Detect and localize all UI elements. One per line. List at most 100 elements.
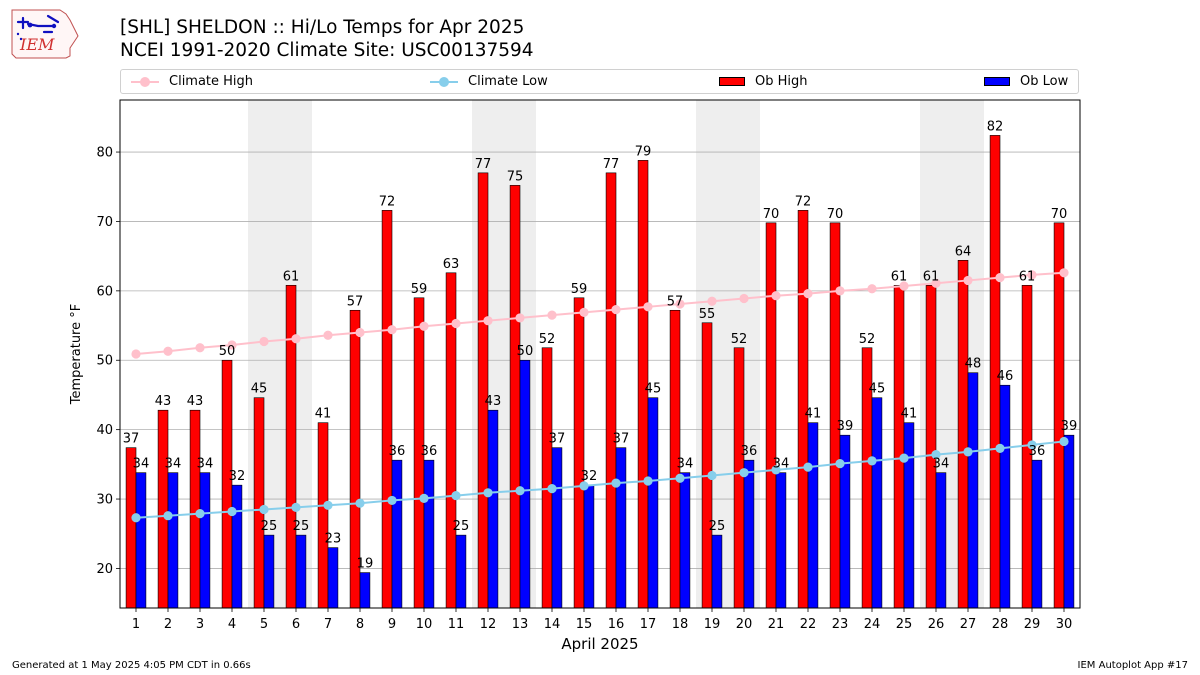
bar-ob-low-20 xyxy=(743,459,755,609)
label-ob-high-15: 59 xyxy=(571,282,588,297)
label-ob-high-29: 61 xyxy=(1019,269,1036,284)
bar-ob-low-26 xyxy=(935,472,947,609)
x-tick-label-25: 25 xyxy=(896,617,913,632)
label-ob-high-18: 57 xyxy=(667,294,684,309)
bar-ob-low-13 xyxy=(519,359,531,609)
footer-app-text: IEM Autoplot App #17 xyxy=(1077,660,1188,671)
climate-low-point-3 xyxy=(195,509,205,519)
label-ob-low-7: 23 xyxy=(325,532,342,547)
legend-item-climate-high: Climate High xyxy=(131,70,253,93)
label-ob-low-10: 36 xyxy=(421,444,438,459)
label-ob-low-26: 34 xyxy=(933,457,950,472)
chart-subtitle: NCEI 1991-2020 Climate Site: USC00137594 xyxy=(120,40,534,61)
climate-high-point-15 xyxy=(579,307,589,317)
x-axis-label: April 2025 xyxy=(561,635,638,653)
label-ob-low-1: 34 xyxy=(133,457,150,472)
bar-ob-low-10 xyxy=(423,459,435,609)
climate-high-point-8 xyxy=(355,327,365,338)
climate-low-point-20 xyxy=(739,468,749,478)
climate-low-point-2 xyxy=(163,511,173,521)
x-tick-label-12: 12 xyxy=(480,617,497,632)
x-tick-label-19: 19 xyxy=(704,617,721,632)
y-tick-label-80: 80 xyxy=(96,146,113,161)
x-tick-label-15: 15 xyxy=(576,617,593,632)
bar-ob-low-8 xyxy=(359,572,371,609)
bar-ob-low-28 xyxy=(999,384,1011,609)
label-ob-high-8: 57 xyxy=(347,294,364,309)
bar-ob-low-12 xyxy=(487,409,499,609)
chart-legend: Climate High Climate Low Ob High Ob Low xyxy=(120,69,1079,94)
ob-low-swatch xyxy=(984,77,1010,86)
label-ob-high-10: 59 xyxy=(411,282,428,297)
legend-item-climate-low: Climate Low xyxy=(430,70,548,93)
ob-high-swatch xyxy=(719,77,745,86)
climate-high-point-11 xyxy=(451,318,461,329)
climate-low-point-5 xyxy=(259,504,269,515)
climate-high-point-13 xyxy=(515,313,525,323)
x-tick-label-4: 4 xyxy=(228,617,236,632)
x-tick-label-17: 17 xyxy=(640,617,657,632)
legend-label-climate-high: Climate High xyxy=(169,74,254,89)
label-ob-low-27: 48 xyxy=(965,357,982,372)
bar-ob-high-27 xyxy=(957,260,969,609)
x-tick-label-26: 26 xyxy=(928,617,945,632)
y-tick-label-40: 40 xyxy=(96,423,113,438)
bar-ob-high-1 xyxy=(125,447,137,609)
label-ob-high-6: 61 xyxy=(283,269,300,284)
climate-high-point-12 xyxy=(483,316,493,326)
label-ob-low-14: 37 xyxy=(549,432,566,447)
bar-ob-low-9 xyxy=(391,459,403,609)
x-tick-label-24: 24 xyxy=(864,617,881,632)
bar-ob-high-16 xyxy=(605,172,617,609)
x-tick-label-27: 27 xyxy=(960,617,977,632)
label-ob-high-9: 72 xyxy=(379,194,396,209)
label-ob-low-28: 46 xyxy=(997,369,1014,384)
climate-low-point-30 xyxy=(1059,436,1069,447)
label-ob-high-12: 77 xyxy=(475,157,492,172)
label-ob-low-20: 36 xyxy=(741,444,758,459)
label-ob-low-2: 34 xyxy=(165,457,182,472)
bar-ob-low-6 xyxy=(295,534,307,609)
climate-high-point-30 xyxy=(1059,268,1069,278)
climate-high-point-2 xyxy=(163,346,173,356)
iem-logo: IEM xyxy=(11,9,79,59)
climate-low-point-14 xyxy=(547,484,557,494)
x-tick-label-3: 3 xyxy=(196,617,204,632)
x-tick-label-22: 22 xyxy=(800,617,817,632)
label-ob-low-24: 45 xyxy=(869,382,886,397)
climate-high-point-14 xyxy=(547,310,557,320)
bar-ob-low-21 xyxy=(775,472,787,609)
label-ob-low-3: 34 xyxy=(197,457,214,472)
label-ob-low-12: 43 xyxy=(485,394,502,409)
climate-low-point-7 xyxy=(323,500,333,510)
y-tick-label-30: 30 xyxy=(96,493,113,508)
climate-high-point-28 xyxy=(995,273,1005,283)
climate-high-point-22 xyxy=(803,289,813,299)
climate-high-point-24 xyxy=(867,284,877,294)
climate-high-point-4 xyxy=(227,340,237,350)
label-ob-low-15: 32 xyxy=(581,469,598,484)
label-ob-high-25: 61 xyxy=(891,269,908,284)
label-ob-high-26: 61 xyxy=(923,269,940,284)
label-ob-low-23: 39 xyxy=(837,419,854,434)
legend-item-ob-high: Ob High xyxy=(719,70,808,93)
x-tick-label-13: 13 xyxy=(512,617,529,632)
bar-ob-low-18 xyxy=(679,472,691,609)
y-axis-label: Temperature °F xyxy=(69,304,84,405)
bar-ob-low-11 xyxy=(455,534,467,609)
climate-high-point-25 xyxy=(899,281,909,291)
climate-low-point-22 xyxy=(803,462,813,472)
bar-ob-high-13 xyxy=(509,185,521,609)
bar-ob-high-6 xyxy=(285,284,297,609)
bar-ob-low-14 xyxy=(551,447,563,609)
label-ob-high-27: 64 xyxy=(955,244,972,259)
x-tick-label-29: 29 xyxy=(1024,617,1041,632)
x-tick-label-6: 6 xyxy=(292,617,300,632)
bar-ob-high-14 xyxy=(541,347,553,609)
x-tick-label-16: 16 xyxy=(608,617,625,632)
climate-high-point-21 xyxy=(771,291,781,301)
bar-ob-high-23 xyxy=(829,222,841,609)
x-tick-label-10: 10 xyxy=(416,617,433,632)
climate-low-point-11 xyxy=(451,490,461,501)
y-tick-label-60: 60 xyxy=(96,284,113,299)
